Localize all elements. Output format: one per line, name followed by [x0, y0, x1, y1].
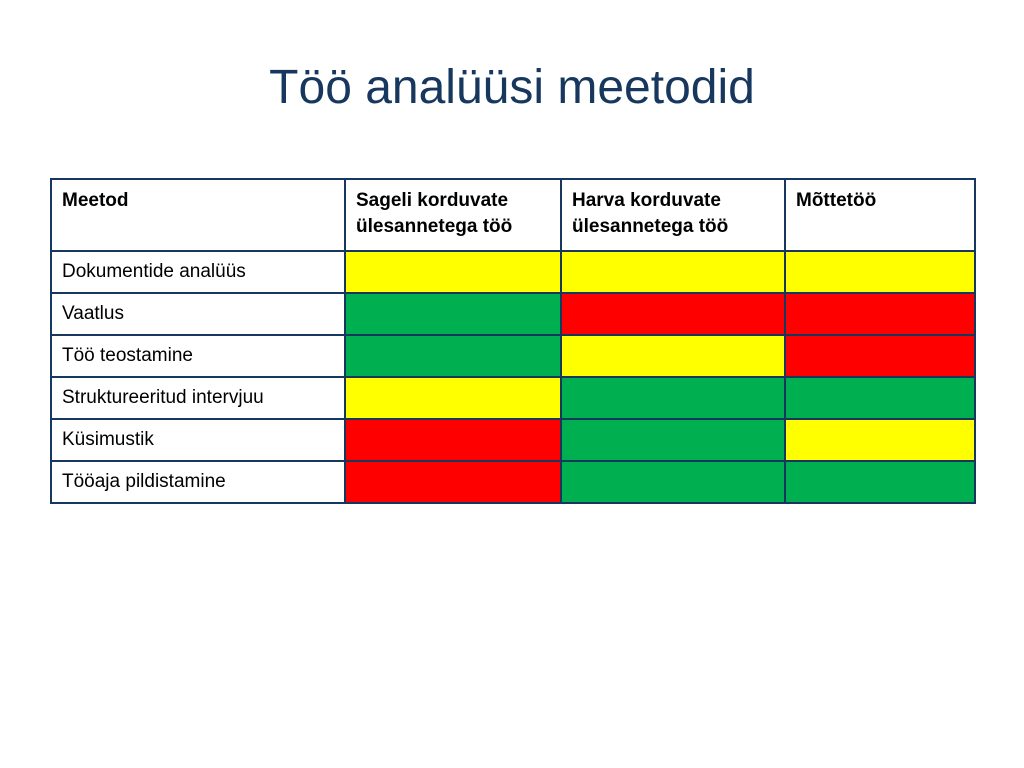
rating-cell-yellow — [784, 250, 976, 294]
header-frequent-tasks: Sageli korduvate ülesannetega töö — [344, 178, 562, 252]
method-name-cell: Dokumentide analüüs — [50, 250, 346, 294]
method-name-cell: Tööaja pildistamine — [50, 460, 346, 504]
rating-cell-red — [344, 460, 562, 504]
rating-cell-green — [344, 334, 562, 378]
method-name-cell: Vaatlus — [50, 292, 346, 336]
rating-cell-green — [560, 418, 786, 462]
header-rare-tasks: Harva korduvate ülesannetega töö — [560, 178, 786, 252]
table-body: Dokumentide analüüs Vaatlus Töö teostamine… — [50, 250, 976, 504]
method-name-cell: Küsimustik — [50, 418, 346, 462]
table-row: Tööaja pildistamine — [50, 460, 976, 504]
rating-cell-green — [560, 376, 786, 420]
rating-cell-green — [784, 376, 976, 420]
rating-cell-red — [784, 292, 976, 336]
slide-title: Töö analüüsi meetodid — [269, 61, 755, 114]
rating-cell-green — [560, 460, 786, 504]
rating-cell-yellow — [344, 250, 562, 294]
rating-cell-green — [344, 292, 562, 336]
rating-cell-red — [784, 334, 976, 378]
table-row: Töö teostamine — [50, 334, 976, 378]
methods-table: Meetod Sageli korduvate ülesannetega töö… — [50, 178, 976, 504]
method-name-cell: Töö teostamine — [50, 334, 346, 378]
table-row: Struktureeritud intervjuu — [50, 376, 976, 420]
rating-cell-red — [344, 418, 562, 462]
rating-cell-yellow — [560, 334, 786, 378]
rating-cell-red — [560, 292, 786, 336]
method-name-cell: Struktureeritud intervjuu — [50, 376, 346, 420]
rating-cell-yellow — [560, 250, 786, 294]
rating-cell-yellow — [784, 418, 976, 462]
rating-cell-yellow — [344, 376, 562, 420]
header-row: Meetod Sageli korduvate ülesannetega töö… — [50, 178, 976, 252]
header-method: Meetod — [50, 178, 346, 252]
rating-cell-green — [784, 460, 976, 504]
table-row: Küsimustik — [50, 418, 976, 462]
table-row: Vaatlus — [50, 292, 976, 336]
table-row: Dokumentide analüüs — [50, 250, 976, 294]
header-mental-work: Mõttetöö — [784, 178, 976, 252]
